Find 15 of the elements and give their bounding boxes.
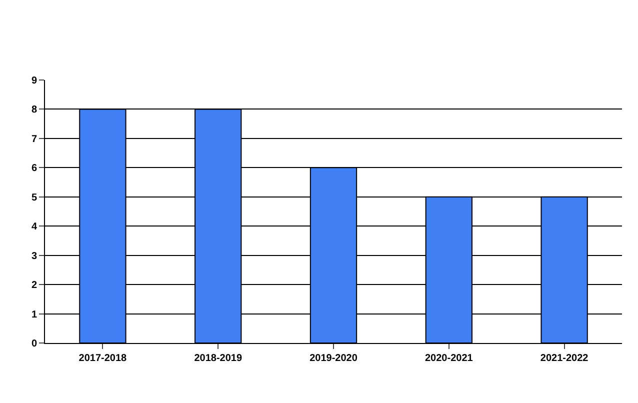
x-tick-label: 2017-2018 (78, 353, 128, 364)
y-tick-label: 2 (31, 280, 38, 292)
y-tick-label: 1 (31, 309, 38, 320)
y-tick-label: 8 (31, 104, 38, 116)
y-tick-label: 5 (31, 192, 38, 204)
y-tick-label: 7 (31, 134, 38, 145)
y-tick-label: 4 (31, 222, 38, 233)
x-tick-label: 2019-2020 (310, 353, 358, 364)
y-tick-label: 3 (31, 250, 38, 262)
y-tick-label: 9 (31, 76, 38, 86)
y-tick-label: 6 (31, 163, 38, 174)
x-tick-label: 2020-2021 (424, 353, 474, 364)
y-tick-label: 0 (31, 338, 38, 350)
x-tick-label: 2021-2022 (540, 353, 589, 364)
x-tick-label: 2018-2019 (194, 353, 242, 364)
